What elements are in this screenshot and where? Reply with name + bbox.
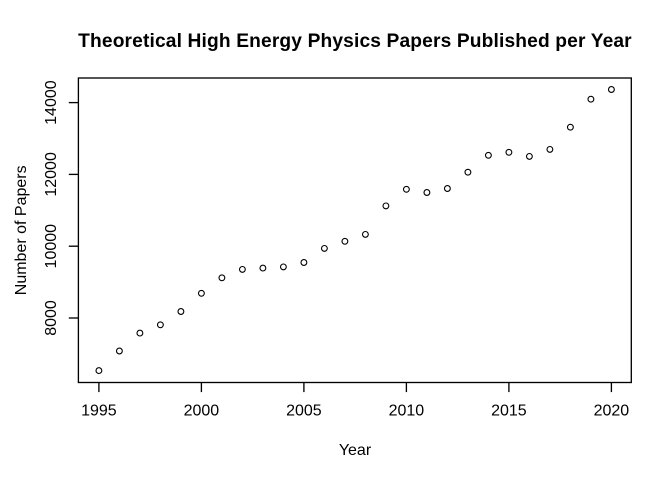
svg-text:2005: 2005 [286, 403, 322, 420]
svg-text:1995: 1995 [81, 403, 117, 420]
svg-text:12000: 12000 [43, 152, 60, 197]
svg-text:2000: 2000 [184, 403, 220, 420]
svg-text:2010: 2010 [389, 403, 425, 420]
svg-text:Theoretical High Energy Physic: Theoretical High Energy Physics Papers P… [78, 31, 632, 52]
svg-text:2015: 2015 [491, 403, 527, 420]
svg-text:10000: 10000 [43, 224, 60, 269]
svg-text:14000: 14000 [43, 80, 60, 125]
svg-text:8000: 8000 [43, 300, 60, 336]
svg-text:Number of Papers: Number of Papers [13, 165, 30, 295]
svg-text:2020: 2020 [594, 403, 630, 420]
svg-text:Year: Year [339, 442, 372, 459]
